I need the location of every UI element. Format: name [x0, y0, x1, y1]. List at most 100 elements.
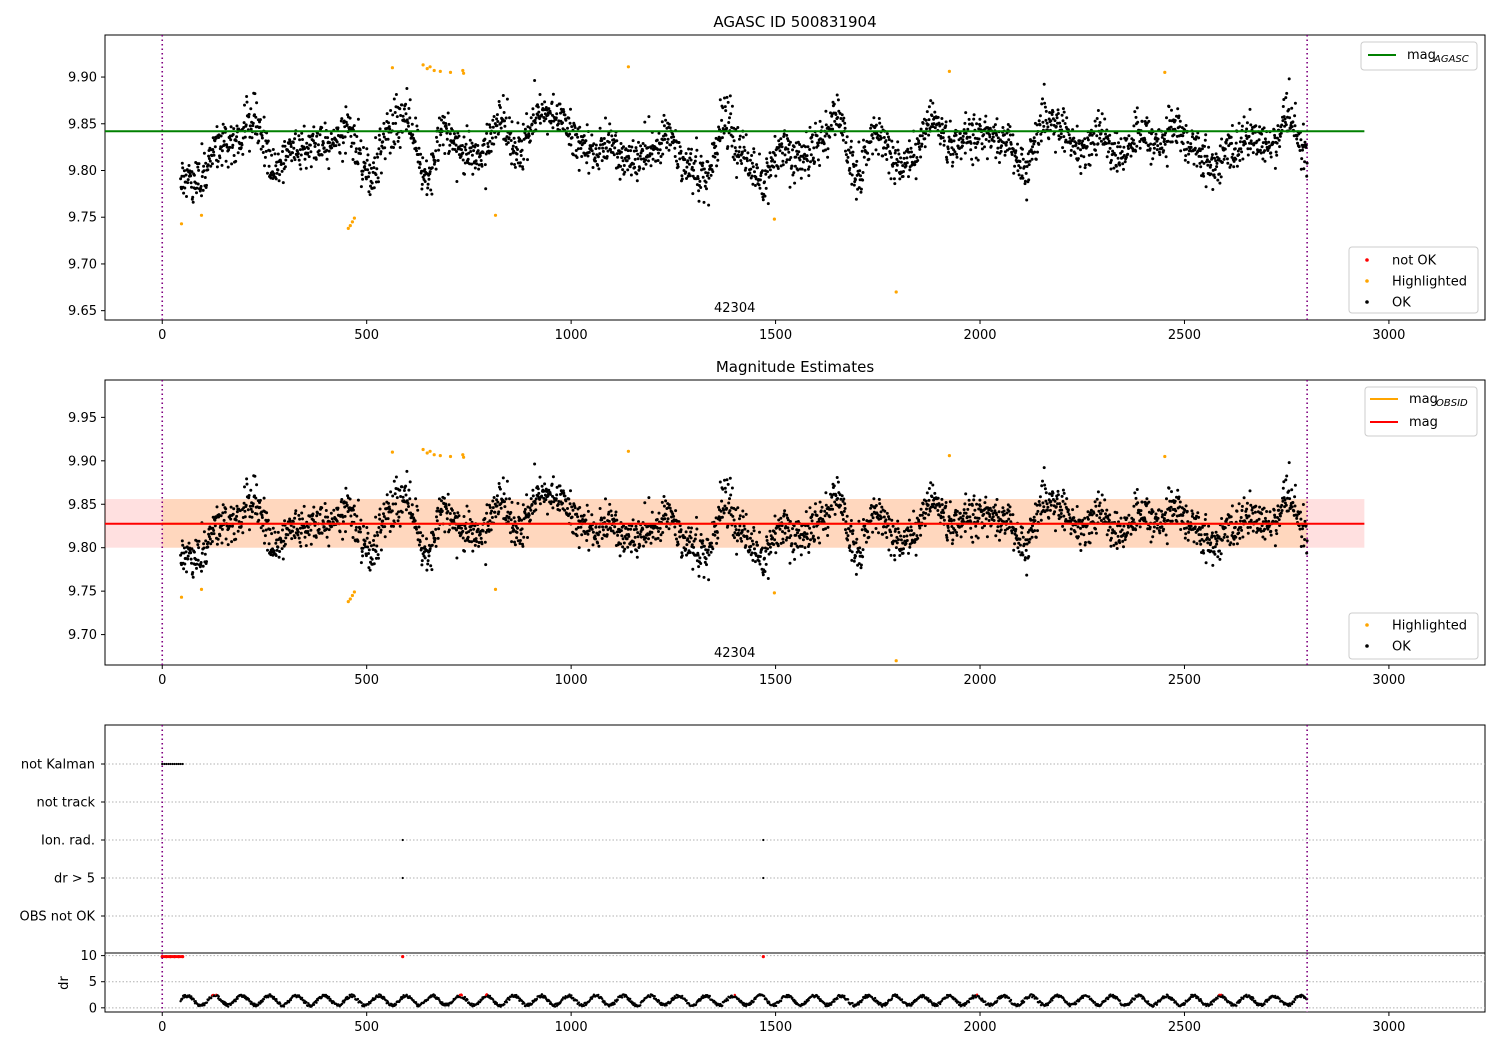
data-point-ok	[312, 125, 316, 129]
data-point-ok	[382, 502, 386, 506]
data-point-ok	[366, 545, 370, 549]
data-point-ok	[887, 171, 891, 175]
data-point-ok	[632, 162, 635, 166]
data-point-ok	[622, 145, 625, 149]
data-point-ok	[417, 543, 421, 547]
data-point-ok	[366, 531, 370, 535]
data-point-ok	[1213, 168, 1217, 171]
data-point-ok	[885, 536, 889, 539]
data-point-ok	[1055, 116, 1059, 120]
data-point-ok	[1269, 151, 1273, 155]
data-point-ok	[663, 517, 667, 521]
data-point-ok	[306, 530, 310, 533]
data-point-ok	[978, 117, 982, 121]
data-point-ok	[221, 511, 225, 515]
data-point-ok	[1127, 134, 1131, 138]
data-point-ok	[485, 131, 489, 135]
data-point-ok	[1000, 144, 1004, 148]
data-point-ok	[1239, 147, 1243, 151]
data-point-ok	[576, 526, 580, 529]
data-point-ok	[695, 148, 699, 152]
data-point-ok	[723, 105, 727, 109]
data-point-ok	[303, 147, 307, 151]
data-point-ok	[258, 125, 262, 129]
data-point-ok	[816, 144, 820, 147]
data-point-ok	[255, 132, 259, 136]
data-point-ok	[563, 494, 567, 498]
data-point-ok	[296, 533, 300, 537]
data-point-ok	[1059, 515, 1063, 519]
data-point-ok	[758, 530, 761, 534]
data-point-ok	[862, 518, 865, 521]
data-point-ok	[735, 161, 739, 165]
data-point-ok	[1231, 152, 1235, 156]
data-point-ok	[1008, 525, 1011, 529]
data-point-ok	[894, 149, 898, 152]
data-point-ok	[790, 542, 794, 546]
data-point-ok	[880, 125, 884, 129]
data-point-ok	[604, 146, 608, 150]
data-point-ok	[833, 133, 837, 137]
data-point-ok	[550, 482, 554, 486]
data-point-ok	[320, 126, 324, 130]
data-point-ok	[351, 536, 355, 539]
data-point-ok	[258, 498, 262, 502]
data-point-ok	[677, 520, 681, 524]
data-point-ok	[782, 135, 786, 138]
data-point-ok	[895, 157, 899, 161]
data-point-ok	[709, 173, 713, 177]
data-point-ok	[624, 147, 628, 151]
data-point-ok	[1021, 535, 1025, 539]
data-point-ok	[854, 163, 858, 167]
data-point-ok	[1301, 148, 1304, 152]
data-point-ok	[849, 519, 853, 522]
data-point-ok	[1013, 164, 1017, 168]
data-point-ok	[558, 508, 562, 512]
data-point-ok	[970, 157, 974, 161]
data-point-ok	[392, 97, 396, 101]
data-point-ok	[1186, 140, 1190, 144]
data-point-ok	[672, 514, 676, 518]
data-point-ok	[1152, 146, 1156, 150]
data-point-ok	[660, 500, 664, 504]
data-point-ok	[726, 145, 730, 149]
data-point-ok	[485, 511, 489, 515]
data-point-ok	[603, 141, 607, 145]
data-point-ok	[563, 113, 567, 117]
data-point-ok	[585, 539, 589, 542]
data-point-ok	[811, 534, 815, 538]
data-point-ok	[277, 179, 281, 183]
data-point-ok	[902, 535, 906, 538]
data-point-ok	[808, 148, 812, 151]
data-point-ok	[405, 87, 409, 90]
data-point-ok	[644, 536, 648, 540]
data-point-ok	[728, 476, 732, 480]
data-point-ok	[452, 518, 456, 522]
data-point-ok	[861, 178, 865, 182]
data-point-highlighted	[493, 213, 498, 217]
data-point-ok	[808, 526, 812, 530]
data-point-ok	[345, 123, 349, 127]
data-point-ok	[834, 113, 838, 116]
data-point-highlighted	[390, 66, 394, 70]
data-point-ok	[798, 143, 802, 146]
data-point-ok	[439, 513, 443, 516]
data-point-ok	[568, 121, 572, 125]
data-point-ok	[812, 525, 816, 529]
data-point-ok	[731, 514, 735, 518]
data-point-ok	[769, 174, 773, 177]
data-point-ok	[580, 533, 584, 537]
data-point-ok	[243, 515, 247, 519]
data-point-ok	[251, 124, 255, 128]
data-point-ok	[1165, 116, 1168, 120]
data-point-ok	[264, 149, 268, 153]
data-point-ok	[1049, 503, 1053, 507]
data-point-ok	[1104, 132, 1107, 136]
data-point-ok	[799, 176, 803, 180]
data-point-ok	[1079, 172, 1083, 175]
data-point-ok	[364, 177, 368, 181]
data-point-ok	[1018, 160, 1022, 163]
data-point-ok	[1062, 491, 1066, 495]
data-point-ok	[805, 154, 809, 158]
data-point-ok	[826, 534, 830, 537]
